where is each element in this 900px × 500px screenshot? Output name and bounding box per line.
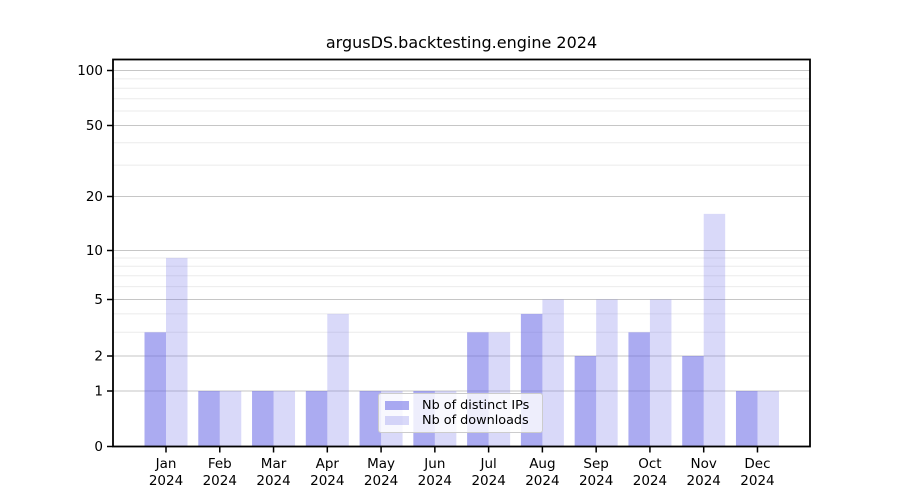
bar-downloads-jan — [166, 257, 188, 447]
x-tick-label-year: 2024 — [633, 473, 667, 489]
y-tick-label: 5 — [94, 292, 103, 308]
bar-downloads-mar — [273, 391, 296, 447]
x-tick-label-month: Dec — [744, 456, 770, 472]
bar-distinct-ips-may — [359, 391, 382, 447]
bar-downloads-oct — [649, 299, 672, 447]
legend-swatch-downloads-icon — [385, 416, 409, 425]
bar-distinct-ips-sep — [574, 356, 597, 447]
x-axis: Jan2024Feb2024Mar2024Apr2024May2024Jun20… — [149, 446, 775, 489]
y-tick-label: 2 — [94, 349, 103, 365]
x-tick-label-year: 2024 — [740, 473, 774, 489]
legend: Nb of distinct IPs Nb of downloads — [378, 393, 543, 433]
bar-distinct-ips-apr — [305, 391, 328, 447]
axes-spines — [112, 58, 811, 448]
bar-downloads-dec — [757, 391, 779, 447]
y-tick-label: 1 — [94, 384, 103, 400]
legend-label-distinct-ips: Nb of distinct IPs — [422, 398, 530, 413]
bar-downloads-sep — [596, 299, 618, 447]
x-tick-label-year: 2024 — [418, 473, 452, 489]
bar-distinct-ips-nov — [682, 356, 704, 447]
x-tick-label-month: Aug — [529, 456, 555, 472]
bar-distinct-ips-feb — [198, 391, 220, 447]
x-tick-label-month: Jul — [479, 456, 496, 472]
x-tick-label-year: 2024 — [525, 473, 559, 489]
y-tick-label: 10 — [86, 243, 103, 259]
x-tick-label-month: Nov — [691, 456, 717, 472]
y-tick-label: 100 — [77, 63, 103, 79]
bar-downloads-feb — [219, 391, 242, 447]
chart-title: argusDS.backtesting.engine 2024 — [325, 33, 598, 52]
bar-distinct-ips-oct — [628, 332, 650, 447]
x-tick-label-month: Feb — [208, 456, 232, 472]
x-tick-label-year: 2024 — [471, 473, 505, 489]
x-tick-label-year: 2024 — [687, 473, 721, 489]
legend-label-downloads: Nb of downloads — [422, 413, 529, 428]
bar-downloads-apr — [327, 313, 349, 447]
bar-distinct-ips-mar — [252, 391, 274, 447]
bar-downloads-aug — [542, 299, 564, 447]
legend-swatch-distinct-ips-icon — [385, 401, 409, 410]
x-tick-label-year: 2024 — [149, 473, 183, 489]
bar-distinct-ips-dec — [735, 391, 758, 447]
x-tick-label-month: Mar — [261, 456, 287, 472]
x-tick-label-month: May — [367, 456, 395, 472]
x-tick-label-month: Oct — [638, 456, 661, 472]
legend-item-distinct-ips: Nb of distinct IPs — [385, 398, 534, 413]
x-tick-label-year: 2024 — [579, 473, 613, 489]
x-tick-label-year: 2024 — [310, 473, 344, 489]
x-tick-label-month: Sep — [583, 456, 608, 472]
x-tick-label-year: 2024 — [203, 473, 237, 489]
minor-gridlines — [113, 78, 810, 333]
bar-distinct-ips-jan — [144, 332, 166, 447]
legend-item-downloads: Nb of downloads — [385, 413, 534, 428]
x-tick-label-month: Jan — [155, 456, 177, 472]
x-tick-label-month: Apr — [316, 456, 340, 472]
x-tick-label-year: 2024 — [364, 473, 398, 489]
x-tick-label-year: 2024 — [256, 473, 290, 489]
x-tick-label-month: Jun — [423, 456, 445, 472]
bar-downloads-nov — [703, 213, 726, 447]
y-tick-label: 20 — [86, 189, 103, 205]
y-tick-label: 50 — [86, 118, 103, 134]
y-tick-label: 0 — [94, 439, 103, 455]
